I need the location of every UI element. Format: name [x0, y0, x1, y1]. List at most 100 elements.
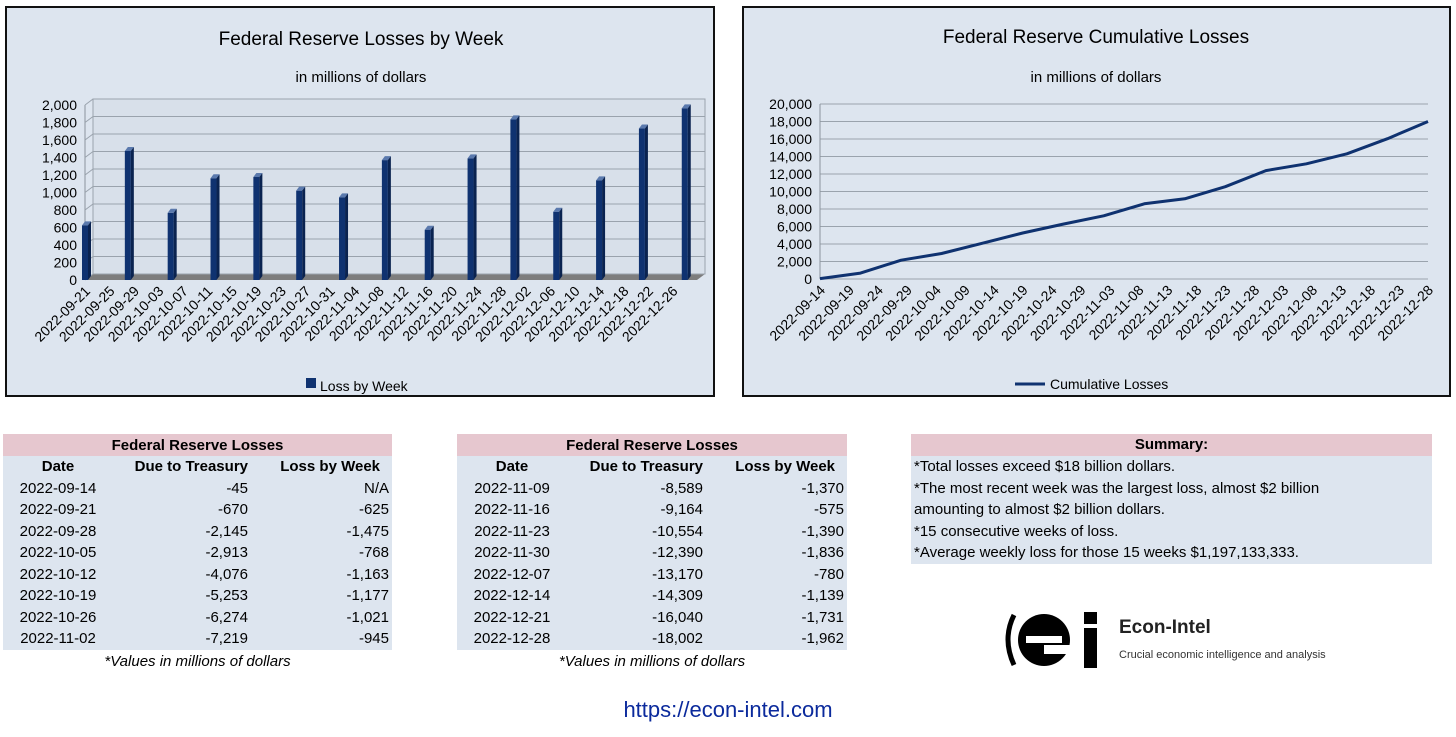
y-tick-label: 4,000	[777, 236, 812, 252]
bar-side	[387, 156, 391, 280]
loss-cell: -1,021	[253, 606, 392, 628]
date-cell: 2022-10-12	[3, 563, 113, 585]
bar-side	[130, 146, 134, 280]
date-cell: 2022-09-28	[3, 520, 113, 542]
bar	[210, 178, 217, 280]
y-tick-label: 8,000	[777, 201, 812, 217]
y-tick-label: 1,000	[42, 185, 77, 201]
loss-cell: -1,177	[253, 585, 392, 607]
bar-top	[510, 115, 520, 120]
table-row: 2022-11-30 -12,390 -1,836	[457, 542, 847, 564]
column-header-due: Due to Treasury	[567, 456, 708, 478]
loss-cell: -1,962	[708, 628, 847, 650]
table-row: 2022-12-14 -14,309 -1,139	[457, 585, 847, 607]
bar-top	[638, 124, 648, 129]
bar-side	[430, 225, 434, 280]
y-tick-label: 600	[54, 220, 78, 236]
date-cell: 2022-09-14	[3, 477, 113, 499]
summary-box: Summary: *Total losses exceed $18 billio…	[911, 434, 1432, 564]
y-tick-label: 1,800	[42, 115, 77, 131]
loss-cell: -945	[253, 628, 392, 650]
y-tick-label: 200	[54, 255, 78, 271]
loss-cell: -625	[253, 499, 392, 521]
chart-subtitle: in millions of dollars	[296, 69, 427, 86]
y-tick-label: 1,200	[42, 167, 77, 183]
bar	[424, 229, 431, 280]
gridline-diag	[84, 116, 94, 123]
y-tick-label: 0	[804, 271, 812, 287]
due-cell: -12,390	[567, 542, 708, 564]
bar-side	[88, 221, 91, 280]
bar	[253, 177, 260, 280]
bar-side	[173, 208, 177, 280]
weekly-losses-chart: Federal Reserve Losses by Week in million…	[5, 6, 715, 397]
logo-mark-text: ei	[1000, 605, 1002, 606]
table-title: Federal Reserve Losses	[457, 434, 847, 456]
logo-i-dot	[1084, 612, 1097, 624]
gridline-diag	[84, 151, 94, 158]
logo-i-stem	[1084, 628, 1097, 668]
date-cell: 2022-10-05	[3, 542, 113, 564]
date-cell: 2022-12-14	[457, 585, 567, 607]
y-tick-label: 20,000	[769, 96, 812, 112]
loss-cell: -1,475	[253, 520, 392, 542]
losses-table-1: Federal Reserve Losses Date Due to Treas…	[3, 434, 392, 650]
table-title: Federal Reserve Losses	[3, 434, 392, 456]
econ-intel-logo: ei	[1000, 605, 1097, 668]
y-tick-label: 2,000	[777, 254, 812, 270]
loss-cell: N/A	[253, 477, 392, 499]
bar	[339, 197, 346, 280]
loss-cell: -1,836	[708, 542, 847, 564]
y-tick-label: 12,000	[769, 166, 812, 182]
table-row: 2022-10-12 -4,076 -1,163	[3, 563, 392, 585]
bar-side	[516, 115, 520, 280]
column-header-date: Date	[3, 456, 113, 478]
site-link[interactable]: https://econ-intel.com	[623, 697, 833, 722]
date-cell: 2022-10-26	[3, 606, 113, 628]
bar-side	[259, 173, 263, 280]
date-cell: 2022-11-23	[457, 520, 567, 542]
summary-line: *Average weekly loss for those 15 weeks …	[911, 542, 1432, 564]
date-cell: 2022-12-07	[457, 563, 567, 585]
chart-title: Federal Reserve Cumulative Losses	[943, 27, 1249, 48]
summary-line: *15 consecutive weeks of loss.	[911, 520, 1432, 542]
table-row: 2022-12-07 -13,170 -780	[457, 563, 847, 585]
gridline-diag	[84, 98, 94, 106]
plot-floor	[85, 274, 705, 280]
due-cell: -2,913	[113, 542, 253, 564]
column-header-due: Due to Treasury	[113, 456, 253, 478]
due-cell: -10,554	[567, 520, 708, 542]
date-cell: 2022-12-21	[457, 606, 567, 628]
column-header-loss: Loss by Week	[708, 456, 847, 478]
legend-label: Loss by Week	[320, 378, 409, 394]
table-row: 2022-10-26 -6,274 -1,021	[3, 606, 392, 628]
logo-tagline: Crucial economic intelligence and analys…	[1119, 649, 1326, 661]
date-cell: 2022-09-21	[3, 499, 113, 521]
bar-side	[473, 154, 477, 280]
due-cell: -8,589	[567, 477, 708, 499]
y-tick-label: 800	[54, 202, 78, 218]
legend-label: Cumulative Losses	[1050, 376, 1168, 392]
date-cell: 2022-11-09	[457, 477, 567, 499]
due-cell: -18,002	[567, 628, 708, 650]
due-cell: -6,274	[113, 606, 253, 628]
bar-side	[345, 193, 349, 280]
logo-e-bar	[1026, 636, 1062, 643]
y-tick-label: 1,600	[42, 132, 77, 148]
summary-line: amounting to almost $2 billion dollars.	[911, 499, 1432, 521]
due-cell: -4,076	[113, 563, 253, 585]
bar-side	[602, 176, 606, 280]
bar	[467, 158, 474, 280]
due-cell: -14,309	[567, 585, 708, 607]
cumulative-losses-chart: Federal Reserve Cumulative Losses in mill…	[742, 6, 1451, 397]
bar	[553, 211, 560, 280]
loss-cell: -768	[253, 542, 392, 564]
due-cell: -5,253	[113, 585, 253, 607]
bar	[638, 128, 645, 280]
bar-side	[687, 104, 691, 280]
logo-bracket	[1005, 613, 1017, 667]
bar	[381, 160, 388, 280]
bar	[124, 150, 131, 280]
y-tick-label: 18,000	[769, 114, 812, 130]
loss-cell: -1,139	[708, 585, 847, 607]
